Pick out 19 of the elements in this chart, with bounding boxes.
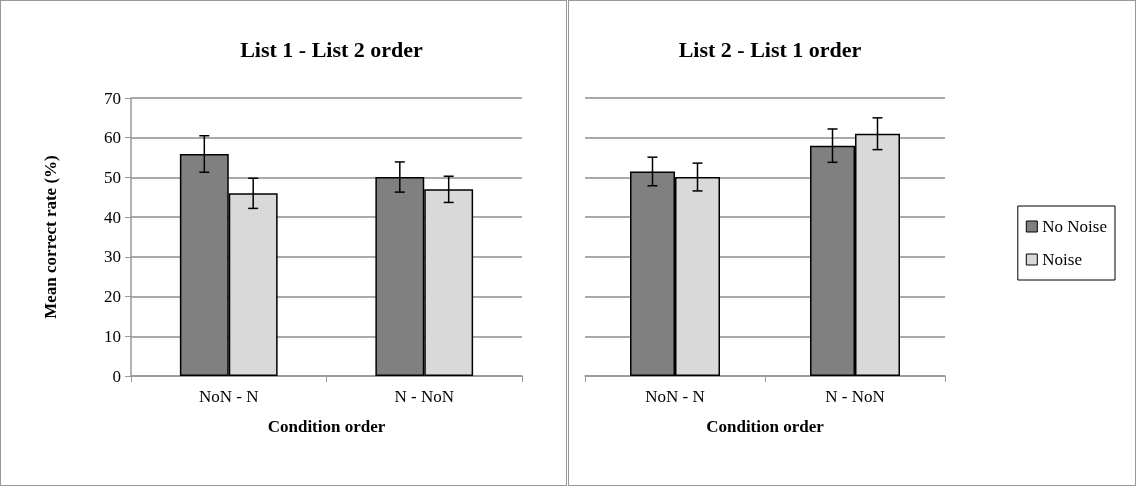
x-tick-label: NoN - N (199, 387, 259, 406)
y-tick-label: 50 (104, 167, 121, 187)
x-axis-title: Condition order (706, 417, 825, 436)
y-tick-label: 60 (104, 128, 121, 148)
y-tick-label: 20 (104, 287, 121, 307)
y-tick-label: 40 (104, 207, 121, 227)
chart-title: List 1 - List 2 order (240, 36, 424, 62)
x-axis-title: Condition order (267, 417, 386, 436)
legend-label: No Noise (1042, 217, 1108, 236)
legend-label: Noise (1042, 250, 1082, 269)
y-tick-label: 70 (104, 88, 121, 108)
x-tick-label: NoN - N (645, 387, 705, 406)
x-tick-label: N - NoN (394, 387, 454, 406)
y-axis-title: Mean correct rate (%) (41, 155, 60, 319)
y-tick-label: 10 (104, 326, 121, 346)
y-tick-label: 30 (104, 247, 121, 267)
y-tick-label: 0 (112, 366, 121, 386)
x-tick-label: N - NoN (825, 387, 885, 406)
chart-title: List 2 - List 1 order (678, 36, 862, 62)
